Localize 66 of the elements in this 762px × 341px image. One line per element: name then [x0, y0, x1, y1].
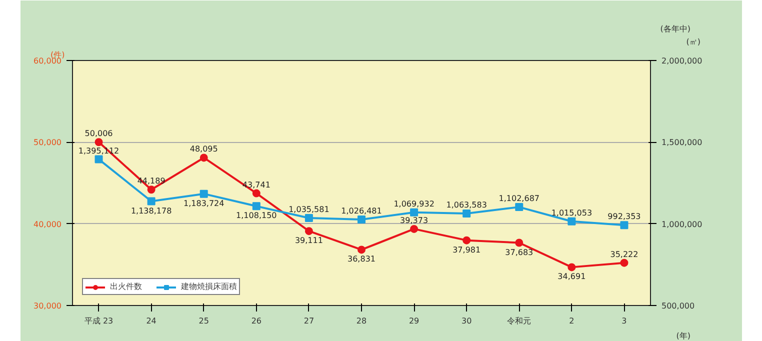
y-tick-label: 60,000: [34, 56, 62, 66]
y-axis-title: (件): [50, 50, 65, 60]
x-tick-label: 26: [251, 316, 262, 326]
data-label: 35,222: [610, 250, 638, 259]
x-tick-label: 平成 23: [84, 316, 114, 326]
data-label: 34,691: [558, 272, 586, 282]
data-label: 1,069,932: [394, 199, 434, 208]
y2-axis-title: (㎡): [686, 38, 701, 46]
point: [462, 209, 471, 218]
data-label: 36,831: [348, 254, 376, 264]
data-label: 39,111: [294, 236, 323, 246]
point: [620, 258, 628, 267]
text: (各年中): [660, 24, 691, 34]
legend-label: 建物焼損床面積: [181, 281, 237, 292]
point: [147, 186, 156, 194]
data-label: 1,108,150: [236, 211, 277, 220]
point: [358, 216, 366, 224]
x-tick-label: 27: [304, 316, 314, 326]
point: [252, 202, 260, 210]
data-label: 1,026,481: [341, 206, 382, 216]
point: [568, 263, 576, 272]
data-label: 1,063,583: [446, 200, 487, 210]
data-label: 37,683: [505, 248, 534, 257]
data-label: 1,015,053: [551, 208, 592, 218]
y2-tick-label: 1,500,000: [662, 138, 702, 148]
x-tick-label: 25: [198, 316, 209, 326]
data-label: 1,035,581: [288, 205, 330, 214]
x-tick-label: 29: [408, 316, 420, 326]
point: [620, 221, 628, 230]
legend-label: 出火件数: [110, 281, 142, 292]
point: [410, 208, 418, 216]
point: [462, 236, 471, 244]
data-label: 1,102,687: [498, 194, 540, 204]
point: [252, 189, 260, 198]
point: [94, 138, 103, 146]
point: [304, 227, 313, 236]
x-tick-label: 3: [622, 316, 627, 326]
y-tick-label: 30,000: [34, 302, 62, 310]
point: [515, 238, 524, 247]
data-label: 39,373: [400, 216, 428, 225]
x-tick-label: 30: [462, 316, 472, 326]
data-label: 1,138,178: [130, 206, 172, 216]
point: [147, 197, 156, 206]
y-tick-label: 50,000: [34, 138, 62, 148]
point: [410, 224, 418, 233]
y2-tick-label: 500,000: [662, 302, 695, 310]
y2-tick-label: 2,000,000: [662, 56, 702, 66]
x-axis-title: (年): [676, 332, 691, 340]
data-label: 992,353: [608, 212, 641, 222]
y2-tick-label: 1,000,000: [662, 220, 702, 229]
point: [200, 190, 208, 198]
point: [515, 203, 524, 212]
point: [200, 154, 208, 162]
data-label: 37,981: [452, 245, 481, 254]
x-tick-label: 24: [146, 316, 156, 326]
point: [304, 214, 313, 222]
x-tick-label: 28: [356, 316, 367, 326]
data-label: 1,183,724: [184, 198, 224, 208]
point: [568, 217, 576, 226]
y-tick-label: 40,000: [34, 220, 62, 229]
point: [358, 246, 366, 254]
data-label: 50,006: [84, 129, 113, 138]
point: [94, 155, 103, 164]
x-tick-label: 令和元: [507, 316, 532, 326]
x-tick-label: 2: [569, 316, 574, 326]
data-label: 48,095: [190, 144, 218, 154]
